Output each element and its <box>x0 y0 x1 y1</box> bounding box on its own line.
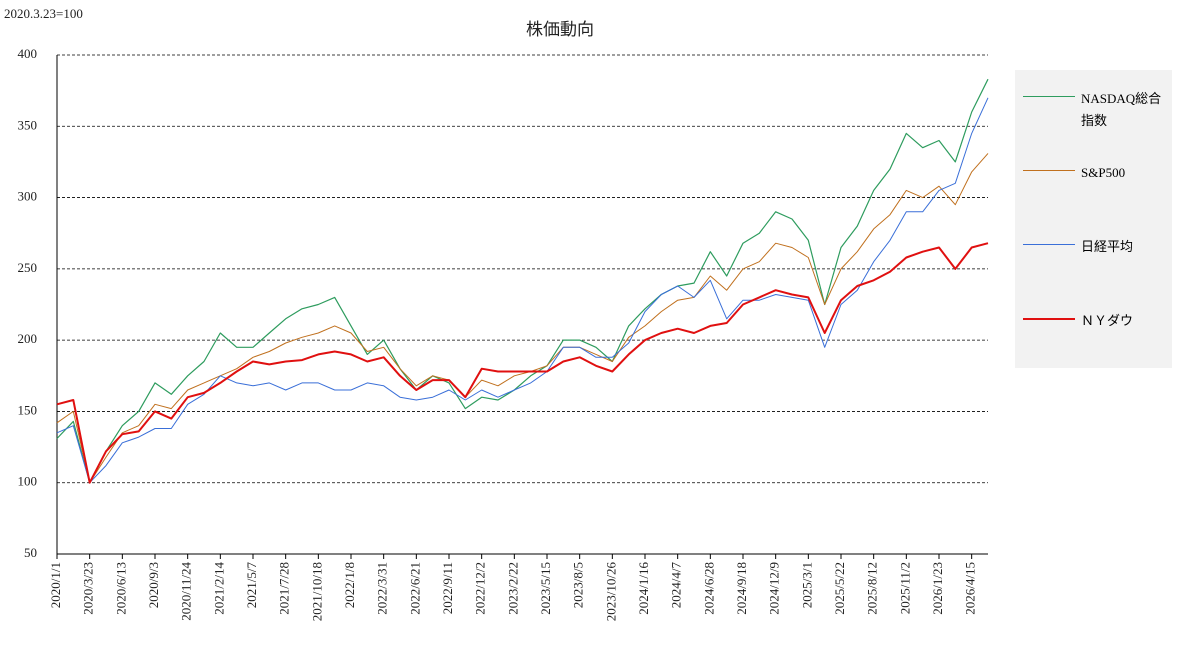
x-tick-label: 2025/5/22 <box>832 562 847 615</box>
x-tick-label: 2024/6/28 <box>701 562 716 615</box>
x-tick-label: 2025/11/2 <box>897 562 912 614</box>
legend-swatch <box>1023 170 1075 171</box>
x-tick-label: 2020/1/1 <box>48 562 63 608</box>
x-tick-label: 2023/10/26 <box>603 562 618 622</box>
series-line <box>56 153 989 484</box>
legend-swatch <box>1023 244 1075 245</box>
x-tick-label: 2024/9/18 <box>734 562 749 615</box>
series-line <box>56 97 989 484</box>
legend-swatch <box>1023 96 1075 97</box>
legend: NASDAQ総合指数 S&P500 日経平均 ＮＹダウ <box>1015 70 1172 368</box>
x-tick-label: 2021/7/28 <box>277 562 292 615</box>
x-tick-label: 2022/9/11 <box>440 562 455 614</box>
y-tick-label: 50 <box>24 545 37 560</box>
x-tick-label: 2024/4/7 <box>669 562 684 609</box>
series-line <box>56 242 989 484</box>
y-tick-label: 100 <box>18 474 38 489</box>
legend-item: NASDAQ総合指数 <box>1023 88 1173 132</box>
legend-label: ＮＹダウ <box>1081 313 1134 328</box>
annotation: 2020.3.23=100 <box>4 6 83 21</box>
legend-item: 日経平均 <box>1023 236 1173 258</box>
x-tick-label: 2021/2/14 <box>211 562 226 615</box>
x-tick-label: 2020/11/24 <box>179 562 194 621</box>
x-tick-label: 2023/5/15 <box>538 562 553 615</box>
x-tick-label: 2025/8/12 <box>865 562 880 615</box>
legend-swatch <box>1023 318 1075 320</box>
x-tick-label: 2023/8/5 <box>571 562 586 608</box>
legend-item: S&P500 <box>1023 162 1173 184</box>
chart-title: 株価動向 <box>526 20 594 39</box>
x-tick-label: 2020/6/13 <box>113 562 128 615</box>
y-tick-label: 250 <box>18 260 38 275</box>
legend-label: NASDAQ総合指数 <box>1081 91 1162 128</box>
y-tick-label: 150 <box>18 402 38 417</box>
x-tick-label: 2022/6/21 <box>407 562 422 615</box>
series-line <box>56 78 989 484</box>
x-tick-label: 2023/2/22 <box>505 562 520 615</box>
x-tick-label: 2021/10/18 <box>309 562 324 621</box>
y-tick-label: 350 <box>18 117 38 132</box>
y-tick-label: 300 <box>18 189 38 204</box>
legend-label: S&P500 <box>1081 165 1126 180</box>
x-tick-label: 2022/3/31 <box>375 562 390 615</box>
x-tick-label: 2020/3/23 <box>81 562 96 615</box>
y-tick-label: 400 <box>18 46 38 61</box>
legend-item: ＮＹダウ <box>1023 310 1173 332</box>
x-tick-label: 2021/5/7 <box>244 562 259 609</box>
x-tick-label: 2022/1/8 <box>342 562 357 608</box>
y-tick-label: 200 <box>18 331 38 346</box>
x-tick-label: 2025/3/1 <box>799 562 814 608</box>
x-tick-label: 2024/12/9 <box>767 562 782 615</box>
x-tick-label: 2026/4/15 <box>963 562 978 615</box>
x-tick-label: 2022/12/2 <box>473 562 488 615</box>
legend-label: 日経平均 <box>1081 239 1134 254</box>
x-tick-label: 2024/1/16 <box>636 562 651 615</box>
x-tick-label: 2020/9/3 <box>146 562 161 608</box>
x-tick-label: 2026/1/23 <box>930 562 945 615</box>
